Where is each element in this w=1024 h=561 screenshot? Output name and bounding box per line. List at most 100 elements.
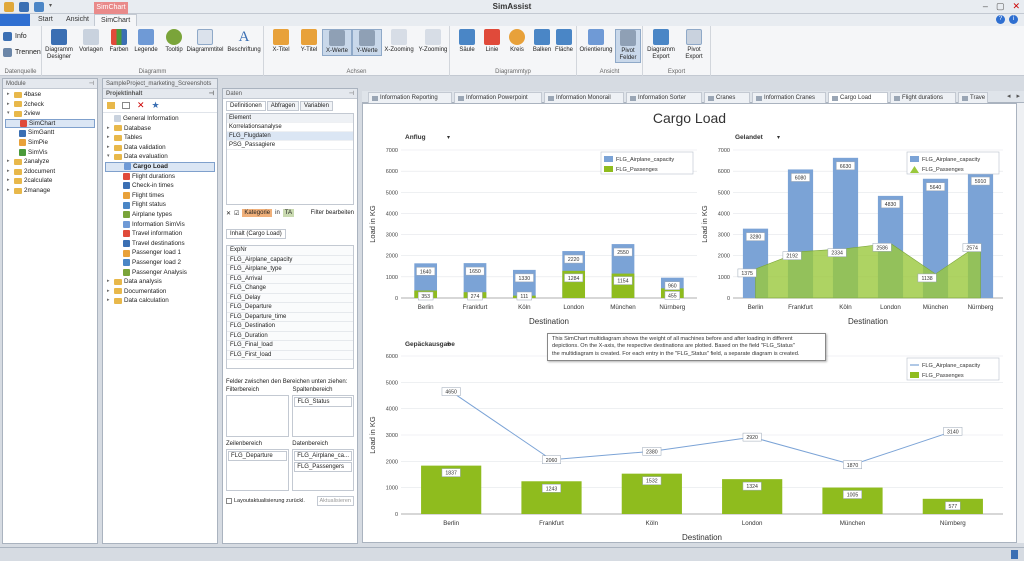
doc-tab[interactable]: Cranes: [704, 92, 750, 103]
project-item[interactable]: ▸ Tables: [105, 133, 215, 143]
expand-icon[interactable]: ▸: [107, 143, 110, 150]
doc-tab[interactable]: Information Sorter: [626, 92, 702, 103]
project-item[interactable]: Flight times: [105, 191, 215, 201]
tab-content-cargo-load[interactable]: Inhalt (Cargo Load): [226, 229, 286, 239]
field-item[interactable]: FLG_Airplane_type: [227, 265, 353, 275]
doc-tab[interactable]: Information Reporting: [368, 92, 452, 103]
doc-tab[interactable]: Flight durations: [890, 92, 956, 103]
y-zooming-button[interactable]: Y-Zooming: [418, 29, 448, 54]
field-item[interactable]: FLG_Departure_time: [227, 312, 353, 322]
expand-icon[interactable]: ▸: [107, 124, 110, 131]
favorite-icon[interactable]: ★: [151, 100, 160, 110]
field-item[interactable]: ExpNr: [227, 246, 353, 256]
project-item[interactable]: Information SimVis: [105, 220, 215, 230]
pie-type-button[interactable]: Kreis: [502, 29, 532, 54]
module-item[interactable]: ▸ 2manage: [5, 186, 95, 196]
x-values-button[interactable]: X-Werte: [322, 29, 352, 56]
sync-icon[interactable]: [34, 2, 44, 12]
pivot-export-button[interactable]: Pivot Export: [678, 29, 710, 61]
tab-simchart[interactable]: SimChart: [94, 14, 138, 26]
module-item[interactable]: ▸ 2analyze: [5, 157, 95, 167]
tab-start[interactable]: Start: [38, 16, 53, 23]
pivot-field-chip[interactable]: FLG_Passengers: [294, 462, 352, 472]
module-item[interactable]: SimGantt: [5, 128, 95, 138]
project-item[interactable]: Airplane types: [105, 210, 215, 220]
scroll-right-icon[interactable]: ▸: [1016, 93, 1020, 100]
column-type-button[interactable]: Säule: [452, 29, 482, 54]
open-folder-icon[interactable]: [107, 102, 115, 109]
field-item[interactable]: FLG_Change: [227, 284, 353, 294]
data-area[interactable]: Datenbereich FLG_Airplane_ca... FLG_Pass…: [292, 441, 354, 491]
labeling-button[interactable]: A Beschriftung: [227, 29, 261, 53]
doc-tab[interactable]: Trave: [958, 92, 988, 103]
expand-icon[interactable]: ▾: [7, 110, 10, 117]
colors-button[interactable]: Farben: [104, 29, 134, 54]
area-type-button[interactable]: Fläche: [549, 29, 579, 54]
doc-tab-active[interactable]: Cargo Load: [828, 92, 888, 103]
project-item[interactable]: Travel information: [105, 229, 215, 239]
module-item[interactable]: SimPie: [5, 138, 95, 148]
project-item[interactable]: Passenger Analysis: [105, 268, 215, 278]
field-item[interactable]: FLG_Arrival: [227, 274, 353, 284]
info-button[interactable]: Info: [3, 32, 27, 41]
clear-icon[interactable]: ✕: [226, 210, 232, 217]
tab-queries[interactable]: Abfragen: [266, 101, 300, 111]
file-menu-button[interactable]: [0, 14, 30, 26]
pin-icon[interactable]: ⊣: [348, 91, 354, 97]
column-area[interactable]: Spaltenbereich FLG_Status: [292, 387, 354, 437]
project-item[interactable]: Flight durations: [105, 172, 215, 182]
expand-icon[interactable]: ▸: [7, 167, 10, 174]
back-icon[interactable]: [122, 102, 130, 109]
pivot-field-chip[interactable]: FLG_Departure: [228, 451, 288, 461]
field-item[interactable]: FLG_Departure: [227, 303, 353, 313]
field-item[interactable]: FLG_Delay: [227, 293, 353, 303]
checkbox-icon[interactable]: ☑: [234, 210, 240, 217]
tab-variables[interactable]: Variablen: [300, 101, 333, 111]
field-item[interactable]: FLG_Airplane_capacity: [227, 255, 353, 265]
project-item[interactable]: Check-in times: [105, 181, 215, 191]
module-item[interactable]: ▸ 4base: [5, 90, 95, 100]
info-icon[interactable]: i: [1009, 15, 1018, 24]
expand-icon[interactable]: ▸: [7, 177, 10, 184]
project-item[interactable]: ▸ Database: [105, 124, 215, 134]
expand-icon[interactable]: ▸: [107, 297, 110, 304]
project-item[interactable]: Flight status: [105, 200, 215, 210]
templates-button[interactable]: Vorlagen: [76, 29, 106, 54]
x-zooming-button[interactable]: X-Zooming: [384, 29, 414, 54]
project-item[interactable]: ▸ Documentation: [105, 287, 215, 297]
expand-icon[interactable]: ▸: [7, 158, 10, 165]
field-item[interactable]: FLG_Duration: [227, 331, 353, 341]
doc-tab[interactable]: Information Monorail: [544, 92, 624, 103]
field-item[interactable]: FLG_First_load: [227, 350, 353, 360]
module-item[interactable]: ▸ 2document: [5, 167, 95, 177]
list-item[interactable]: FLG_Flugdaten: [227, 132, 353, 141]
maximize-icon[interactable]: ▢: [995, 1, 1005, 11]
pivot-field-chip[interactable]: FLG_Status: [294, 397, 352, 407]
refresh-button[interactable]: Aktualisieren: [316, 496, 354, 506]
diagram-export-button[interactable]: Diagramm Export: [645, 29, 677, 61]
tooltip-button[interactable]: Tooltip: [159, 29, 189, 54]
tab-definitions[interactable]: Definitionen: [226, 101, 266, 111]
project-item[interactable]: ▸ Data analysis: [105, 277, 215, 287]
doc-tab[interactable]: Information Powerpoint: [454, 92, 542, 103]
project-item[interactable]: Travel destinations: [105, 239, 215, 249]
scroll-left-icon[interactable]: ◂: [1006, 93, 1011, 100]
y-title-button[interactable]: Y-Titel: [294, 29, 324, 54]
project-item[interactable]: ▸ Data calculation: [105, 296, 215, 306]
expand-icon[interactable]: ▸: [107, 134, 110, 141]
expand-icon[interactable]: ▸: [107, 287, 110, 294]
module-item[interactable]: ▸ 2check: [5, 100, 95, 110]
line-type-button[interactable]: Linie: [477, 29, 507, 54]
vertical-scrollbar[interactable]: [1017, 103, 1024, 543]
field-item[interactable]: FLG_Final_load: [227, 341, 353, 351]
y-values-button[interactable]: Y-Werte: [352, 29, 382, 56]
tab-ansicht[interactable]: Ansicht: [66, 16, 89, 23]
open-icon[interactable]: [4, 2, 14, 12]
expand-icon[interactable]: ▸: [107, 278, 110, 285]
pin-icon[interactable]: ⊣: [88, 81, 94, 87]
module-item[interactable]: SimVis: [5, 148, 95, 158]
module-item[interactable]: ▾ 2view: [5, 109, 95, 119]
dropdown-icon[interactable]: ▾: [49, 3, 53, 9]
expand-icon[interactable]: ▾: [107, 153, 110, 160]
project-item[interactable]: Passenger load 1: [105, 248, 215, 258]
